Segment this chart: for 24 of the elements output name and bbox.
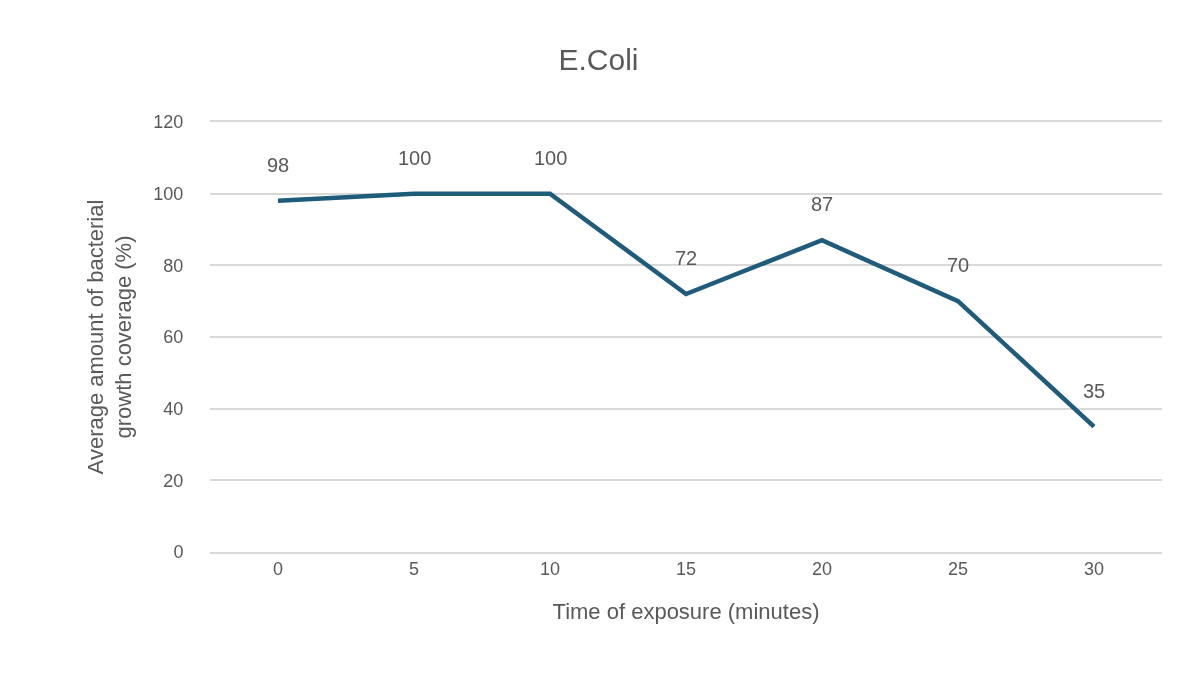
x-tick-label: 10 bbox=[539, 559, 561, 580]
x-tick-label: 20 bbox=[811, 559, 833, 580]
data-label: 100 bbox=[534, 147, 568, 169]
y-tick-label: 60 bbox=[163, 327, 184, 348]
y-tick-label: 0 bbox=[173, 542, 184, 563]
data-label: 87 bbox=[811, 193, 834, 215]
y-tick-label: 20 bbox=[163, 470, 184, 491]
y-tick-label: 40 bbox=[163, 398, 184, 419]
data-label: 100 bbox=[398, 147, 432, 169]
data-label: 72 bbox=[675, 247, 698, 269]
data-label: 35 bbox=[1083, 380, 1106, 402]
data-label: 70 bbox=[947, 254, 970, 276]
x-tick-label: 25 bbox=[947, 559, 969, 580]
y-tick-label: 120 bbox=[153, 112, 184, 133]
x-tick-label: 5 bbox=[408, 559, 420, 580]
x-tick-label: 15 bbox=[675, 559, 697, 580]
x-tick-label: 0 bbox=[272, 559, 284, 580]
y-axis-title: Average amount of bacterial growth coverage (%) bbox=[82, 199, 137, 475]
data-label: 98 bbox=[267, 154, 290, 176]
x-axis-title: Time of exposure (minutes) bbox=[552, 598, 820, 624]
x-tick-label: 30 bbox=[1083, 559, 1105, 580]
y-tick-label: 100 bbox=[153, 183, 184, 204]
chart-title: E.Coli bbox=[558, 42, 639, 76]
y-tick-label: 80 bbox=[163, 255, 184, 276]
